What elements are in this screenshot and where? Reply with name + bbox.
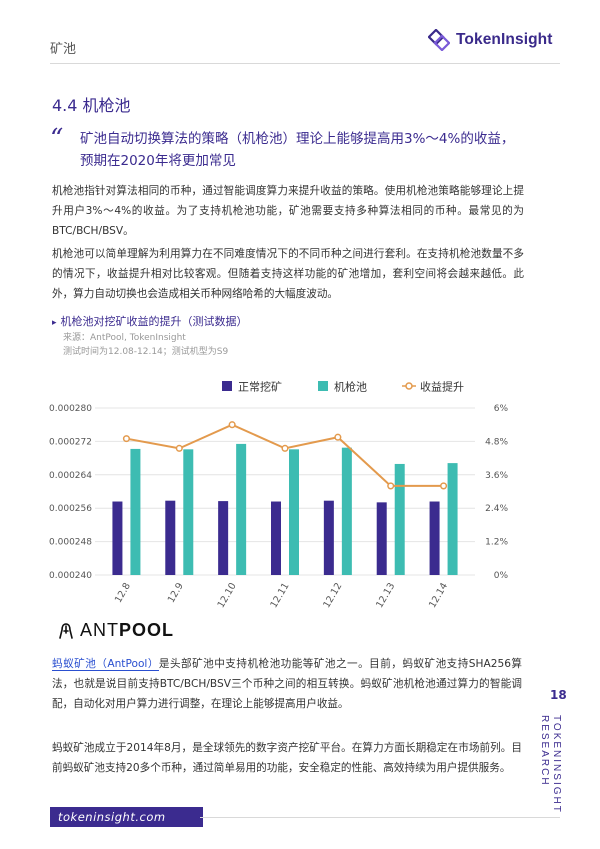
footer-divider bbox=[200, 817, 560, 818]
page-number: 18 bbox=[550, 688, 567, 702]
bar-gun-pool bbox=[236, 443, 247, 575]
chart-grid bbox=[95, 407, 475, 576]
x-tick-label: 12.11 bbox=[268, 581, 291, 610]
line-point bbox=[440, 482, 448, 490]
footer-url[interactable]: tokeninsight.com bbox=[50, 807, 203, 827]
header-divider bbox=[50, 63, 560, 64]
chart-source: 来源：AntPool, TokenInsight bbox=[63, 333, 186, 343]
bar-gun-pool bbox=[394, 463, 405, 575]
y-right-tick-label: 0% bbox=[494, 571, 509, 581]
x-tick-label: 12.12 bbox=[321, 581, 344, 610]
y-right-tick-label: 4.8% bbox=[485, 437, 508, 447]
legend-swatch bbox=[318, 381, 328, 391]
line-point bbox=[387, 482, 395, 490]
y-left-tick-label: 0.000264 bbox=[49, 471, 92, 481]
bar-normal-mining bbox=[218, 501, 229, 575]
x-tick-label: 12.8 bbox=[113, 581, 133, 605]
x-tick-label: 12.10 bbox=[216, 581, 239, 610]
bar-normal-mining bbox=[165, 500, 176, 575]
bar-gun-pool bbox=[183, 449, 194, 575]
bar-normal-mining bbox=[376, 502, 387, 575]
paragraph-4: 蚂蚁矿池成立于2014年8月，是全球领先的数字资产挖矿平台。在算力方面长期稳定在… bbox=[52, 742, 522, 774]
y-right-tick-label: 6% bbox=[494, 404, 509, 414]
y-left-tick-label: 0.000240 bbox=[49, 571, 92, 581]
chart-x-axis: 12.8 12.9 12.10 12.11 12.12 12.13 12.14 bbox=[113, 581, 450, 610]
antpool-logo-bold: POOL bbox=[119, 620, 175, 640]
x-tick-label: 12.14 bbox=[427, 581, 450, 610]
line-point bbox=[175, 444, 183, 452]
bar-normal-mining bbox=[429, 501, 440, 575]
antpool-logo-text: ANTPOOL bbox=[80, 620, 174, 641]
bar-gun-pool bbox=[341, 447, 352, 575]
legend-label: 收益提升 bbox=[420, 380, 464, 394]
line-point bbox=[228, 421, 236, 429]
tokeninsight-logo[interactable]: TokenInsight bbox=[428, 29, 553, 51]
bar-normal-mining bbox=[323, 500, 334, 575]
bar-gun-pool bbox=[130, 448, 141, 575]
section-title: 4.4 机枪池 bbox=[52, 96, 131, 115]
paragraph-3-text: 是头部矿池中支持机枪池功能等矿池之一。目前，蚂蚁矿池支持SHA256算法，也就是… bbox=[52, 658, 522, 710]
antpool-logo: ANTPOOL bbox=[56, 620, 174, 641]
paragraph-3: 蚂蚁矿池（AntPool）是头部矿池中支持机枪池功能等矿池之一。目前，蚂蚁矿池支… bbox=[52, 654, 522, 714]
side-text-line2: RESEARCH bbox=[539, 715, 550, 787]
line-point bbox=[334, 433, 342, 441]
legend-swatch bbox=[222, 381, 232, 391]
logo-text: TokenInsight bbox=[456, 31, 553, 48]
y-right-tick-label: 3.6% bbox=[485, 471, 508, 481]
antpool-link[interactable]: 蚂蚁矿池（AntPool） bbox=[52, 658, 159, 671]
antpool-logo-light: ANT bbox=[80, 620, 119, 640]
side-text-line1: TOKENINSIGHT bbox=[551, 715, 562, 814]
header-section-label: 矿池 bbox=[50, 42, 77, 57]
y-right-tick-label: 1.2% bbox=[485, 538, 508, 548]
chart-y-axis-left: 0.000240 0.000248 0.000256 0.000264 0.000272… bbox=[49, 404, 92, 581]
legend-label: 机枪池 bbox=[334, 380, 367, 394]
y-left-tick-label: 0.000248 bbox=[49, 538, 92, 548]
legend-swatch-point bbox=[405, 382, 413, 390]
tokeninsight-logo-icon bbox=[428, 29, 450, 51]
chart-y-axis-right: 0% 1.2% 2.4% 3.6% 4.8% 6% bbox=[485, 404, 508, 581]
line-point bbox=[281, 444, 289, 452]
bar-normal-mining bbox=[112, 501, 123, 575]
bar-gun-pool bbox=[447, 463, 458, 575]
mining-revenue-chart: 正常挖矿 机枪池 收益提升 0.0002400.0002480.0002560.00… bbox=[49, 380, 508, 611]
chart-title-marker: ▸ bbox=[52, 318, 57, 328]
chart-bars bbox=[112, 443, 458, 575]
paragraph-1: 机枪池指针对算法相同的币种，通过智能调度算力来提升收益的策略。使用机枪池策略能够… bbox=[52, 185, 524, 237]
chart-legend: 正常挖矿 机枪池 收益提升 bbox=[222, 380, 464, 394]
y-left-tick-label: 0.000256 bbox=[49, 504, 92, 514]
x-tick-label: 12.9 bbox=[166, 581, 186, 605]
y-left-tick-label: 0.000272 bbox=[49, 437, 92, 447]
bar-gun-pool bbox=[289, 449, 299, 575]
y-left-tick-label: 0.000280 bbox=[49, 404, 92, 414]
chart-test-note: 测试时间为12.08-12.14；测试机型为S9 bbox=[63, 347, 229, 357]
legend-label: 正常挖矿 bbox=[238, 380, 282, 394]
chart-title-text: 机枪池对挖矿收益的提升（测试数据） bbox=[60, 315, 248, 328]
y-right-tick-label: 2.4% bbox=[485, 504, 508, 514]
ant-icon bbox=[59, 622, 73, 639]
side-vertical-text: TOKENINSIGHT RESEARCH bbox=[539, 715, 562, 814]
quote-mark: “ bbox=[50, 124, 64, 154]
x-tick-label: 12.13 bbox=[374, 581, 397, 610]
bar-normal-mining bbox=[271, 501, 281, 575]
chart-line bbox=[122, 421, 448, 490]
line-point bbox=[122, 435, 130, 443]
chart-title: ▸ 机枪池对挖矿收益的提升（测试数据） bbox=[52, 313, 248, 329]
pull-quote: 矿池自动切换算法的策略（机枪池）理论上能够提高用3%～4%的收益，预期在2020… bbox=[80, 131, 515, 169]
paragraph-2: 机枪池可以简单理解为利用算力在不同难度情况下的不同币种之间进行套利。在支持机枪池… bbox=[52, 248, 524, 300]
